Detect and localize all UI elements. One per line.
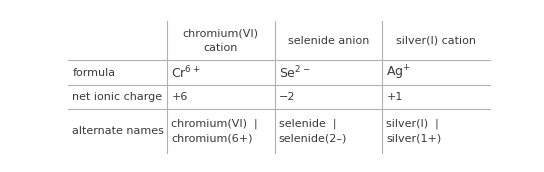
Text: $\mathrm{Cr}^{6+}$: $\mathrm{Cr}^{6+}$: [171, 64, 201, 81]
Text: silver(I) cation: silver(I) cation: [396, 35, 476, 46]
Text: formula: formula: [72, 68, 115, 78]
Text: chromium(VI)
cation: chromium(VI) cation: [183, 29, 259, 52]
Text: selenide  |
selenide(2–): selenide | selenide(2–): [279, 119, 347, 143]
Text: alternate names: alternate names: [72, 126, 164, 136]
Text: $\mathrm{Se}^{2-}$: $\mathrm{Se}^{2-}$: [279, 64, 310, 81]
Text: net ionic charge: net ionic charge: [72, 92, 162, 102]
Text: silver(I)  |
silver(1+): silver(I) | silver(1+): [386, 119, 442, 143]
Text: chromium(VI)  |
chromium(6+): chromium(VI) | chromium(6+): [171, 119, 258, 143]
Text: −2: −2: [279, 92, 295, 102]
Text: $\mathrm{Ag}^{+}$: $\mathrm{Ag}^{+}$: [386, 63, 411, 82]
Text: selenide anion: selenide anion: [288, 35, 369, 46]
Text: +6: +6: [171, 92, 188, 102]
Text: +1: +1: [386, 92, 403, 102]
